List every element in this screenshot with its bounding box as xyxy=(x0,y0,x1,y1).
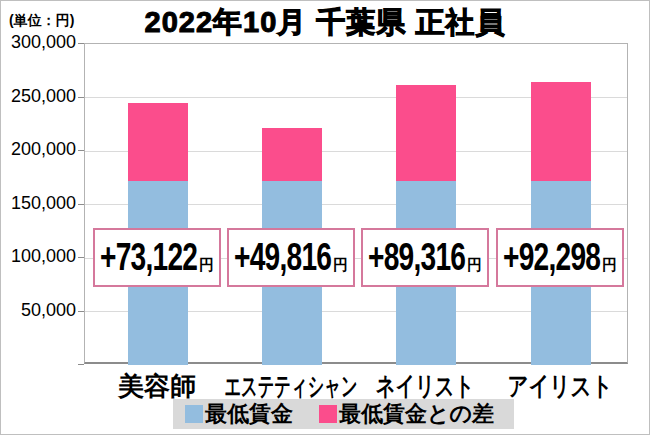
chart-title: 2022年10月 千葉県 正社員 xyxy=(1,3,649,43)
value-label-box: +89,316円 xyxy=(361,228,489,287)
value-label-box: +92,298円 xyxy=(496,228,624,287)
value-label-number: +49,816 xyxy=(234,236,331,279)
y-axis-tick xyxy=(78,257,84,258)
value-label-yen: 円 xyxy=(602,256,617,275)
y-axis-tick xyxy=(78,364,84,365)
y-axis-tick-label: 300,000 xyxy=(11,33,76,51)
value-label-yen: 円 xyxy=(333,256,348,275)
chart-page: (単位：円) 2022年10月 千葉県 正社員 300,000250,00020… xyxy=(0,0,650,435)
bar-segment-diff xyxy=(262,128,322,181)
value-label-number: +73,122 xyxy=(100,236,197,279)
bar-segment-diff xyxy=(128,103,188,181)
plot-area xyxy=(84,43,628,364)
legend-swatch xyxy=(185,405,203,423)
value-label-yen: 円 xyxy=(199,256,214,275)
bar-segment-diff xyxy=(396,85,456,181)
y-axis-tick xyxy=(78,97,84,98)
y-axis-tick-label: 150,000 xyxy=(11,194,76,212)
legend-label: 最低賃金との差 xyxy=(339,399,494,429)
value-label-box: +73,122円 xyxy=(93,228,221,287)
y-axis-tick xyxy=(78,204,84,205)
y-axis-tick-label: 100,000 xyxy=(11,247,76,265)
value-label-yen: 円 xyxy=(467,256,482,275)
y-axis-tick xyxy=(78,43,84,44)
value-label-number: +89,316 xyxy=(368,236,465,279)
legend: 最低賃金 最低賃金との差 xyxy=(173,399,514,429)
y-axis-tick-label: 250,000 xyxy=(11,87,76,105)
legend-swatch xyxy=(319,405,337,423)
y-axis-tick xyxy=(78,311,84,312)
legend-label: 最低賃金 xyxy=(205,399,293,429)
y-axis-tick-label: 50,000 xyxy=(21,301,76,319)
bar-segment-diff xyxy=(531,82,591,181)
y-axis-tick xyxy=(78,150,84,151)
value-label-number: +92,298 xyxy=(503,236,600,279)
value-label-box: +49,816円 xyxy=(227,228,355,287)
y-axis-tick-label: 200,000 xyxy=(11,140,76,158)
